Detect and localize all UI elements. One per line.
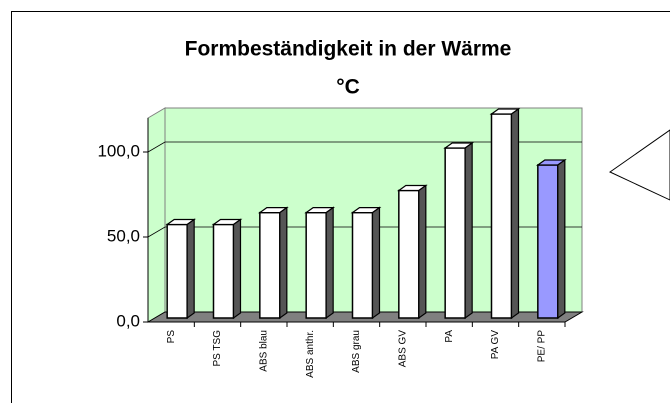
- bar-side: [371, 206, 381, 320]
- bar: [166, 223, 188, 319]
- bar-side: [510, 107, 520, 320]
- y-tick-label: 100,0: [97, 141, 140, 160]
- x-tick-label: ABS blau: [258, 330, 269, 372]
- chart-title: Formbeständigkeit in der Wärme: [185, 38, 512, 61]
- grid-line: [147, 141, 582, 153]
- bar-side: [557, 158, 566, 320]
- bar: [351, 211, 374, 319]
- y-tick-label: 50,0: [107, 226, 140, 245]
- x-tick-label: PE/ PP: [536, 330, 547, 363]
- bar: [444, 147, 466, 319]
- bar-side: [418, 184, 427, 320]
- bar-side: [464, 141, 473, 320]
- bar: [398, 189, 420, 319]
- bar-side: [186, 218, 195, 320]
- bar: [537, 164, 559, 319]
- bar-side: [279, 206, 288, 320]
- x-tick-label: PS: [166, 330, 177, 344]
- x-tick-label: ABS anthr.: [305, 330, 316, 378]
- bar-side: [325, 206, 334, 320]
- bar: [490, 113, 513, 319]
- x-tick-label: PA: [444, 330, 455, 343]
- bar: [212, 223, 235, 319]
- bar-side: [232, 218, 242, 320]
- y-tick-label: 0,0: [116, 311, 140, 330]
- chart-title-unit: °C: [336, 76, 360, 99]
- x-tick-label: PA GV: [490, 330, 501, 360]
- x-tick-label: ABS GV: [397, 330, 408, 368]
- side-wall: [147, 107, 166, 323]
- bar: [305, 211, 327, 319]
- callout-shape: [609, 129, 670, 201]
- bar: [259, 211, 281, 319]
- x-tick-label: PS TSG: [212, 330, 223, 367]
- x-tick-label: ABS grau: [351, 330, 362, 373]
- grid-line: [147, 226, 582, 238]
